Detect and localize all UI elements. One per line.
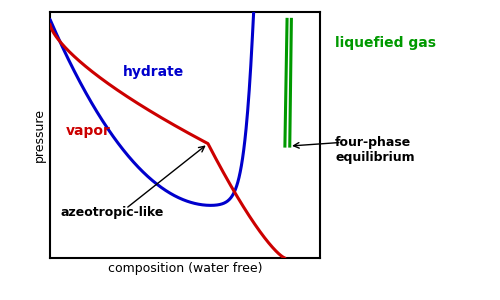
Text: hydrate: hydrate <box>123 65 184 79</box>
Y-axis label: pressure: pressure <box>33 108 46 162</box>
X-axis label: composition (water free): composition (water free) <box>108 262 262 275</box>
Text: vapor: vapor <box>66 124 111 138</box>
Text: four-phase
equilibrium: four-phase equilibrium <box>335 136 414 164</box>
Text: azeotropic-like: azeotropic-like <box>61 206 164 219</box>
Text: liquefied gas: liquefied gas <box>335 36 436 50</box>
